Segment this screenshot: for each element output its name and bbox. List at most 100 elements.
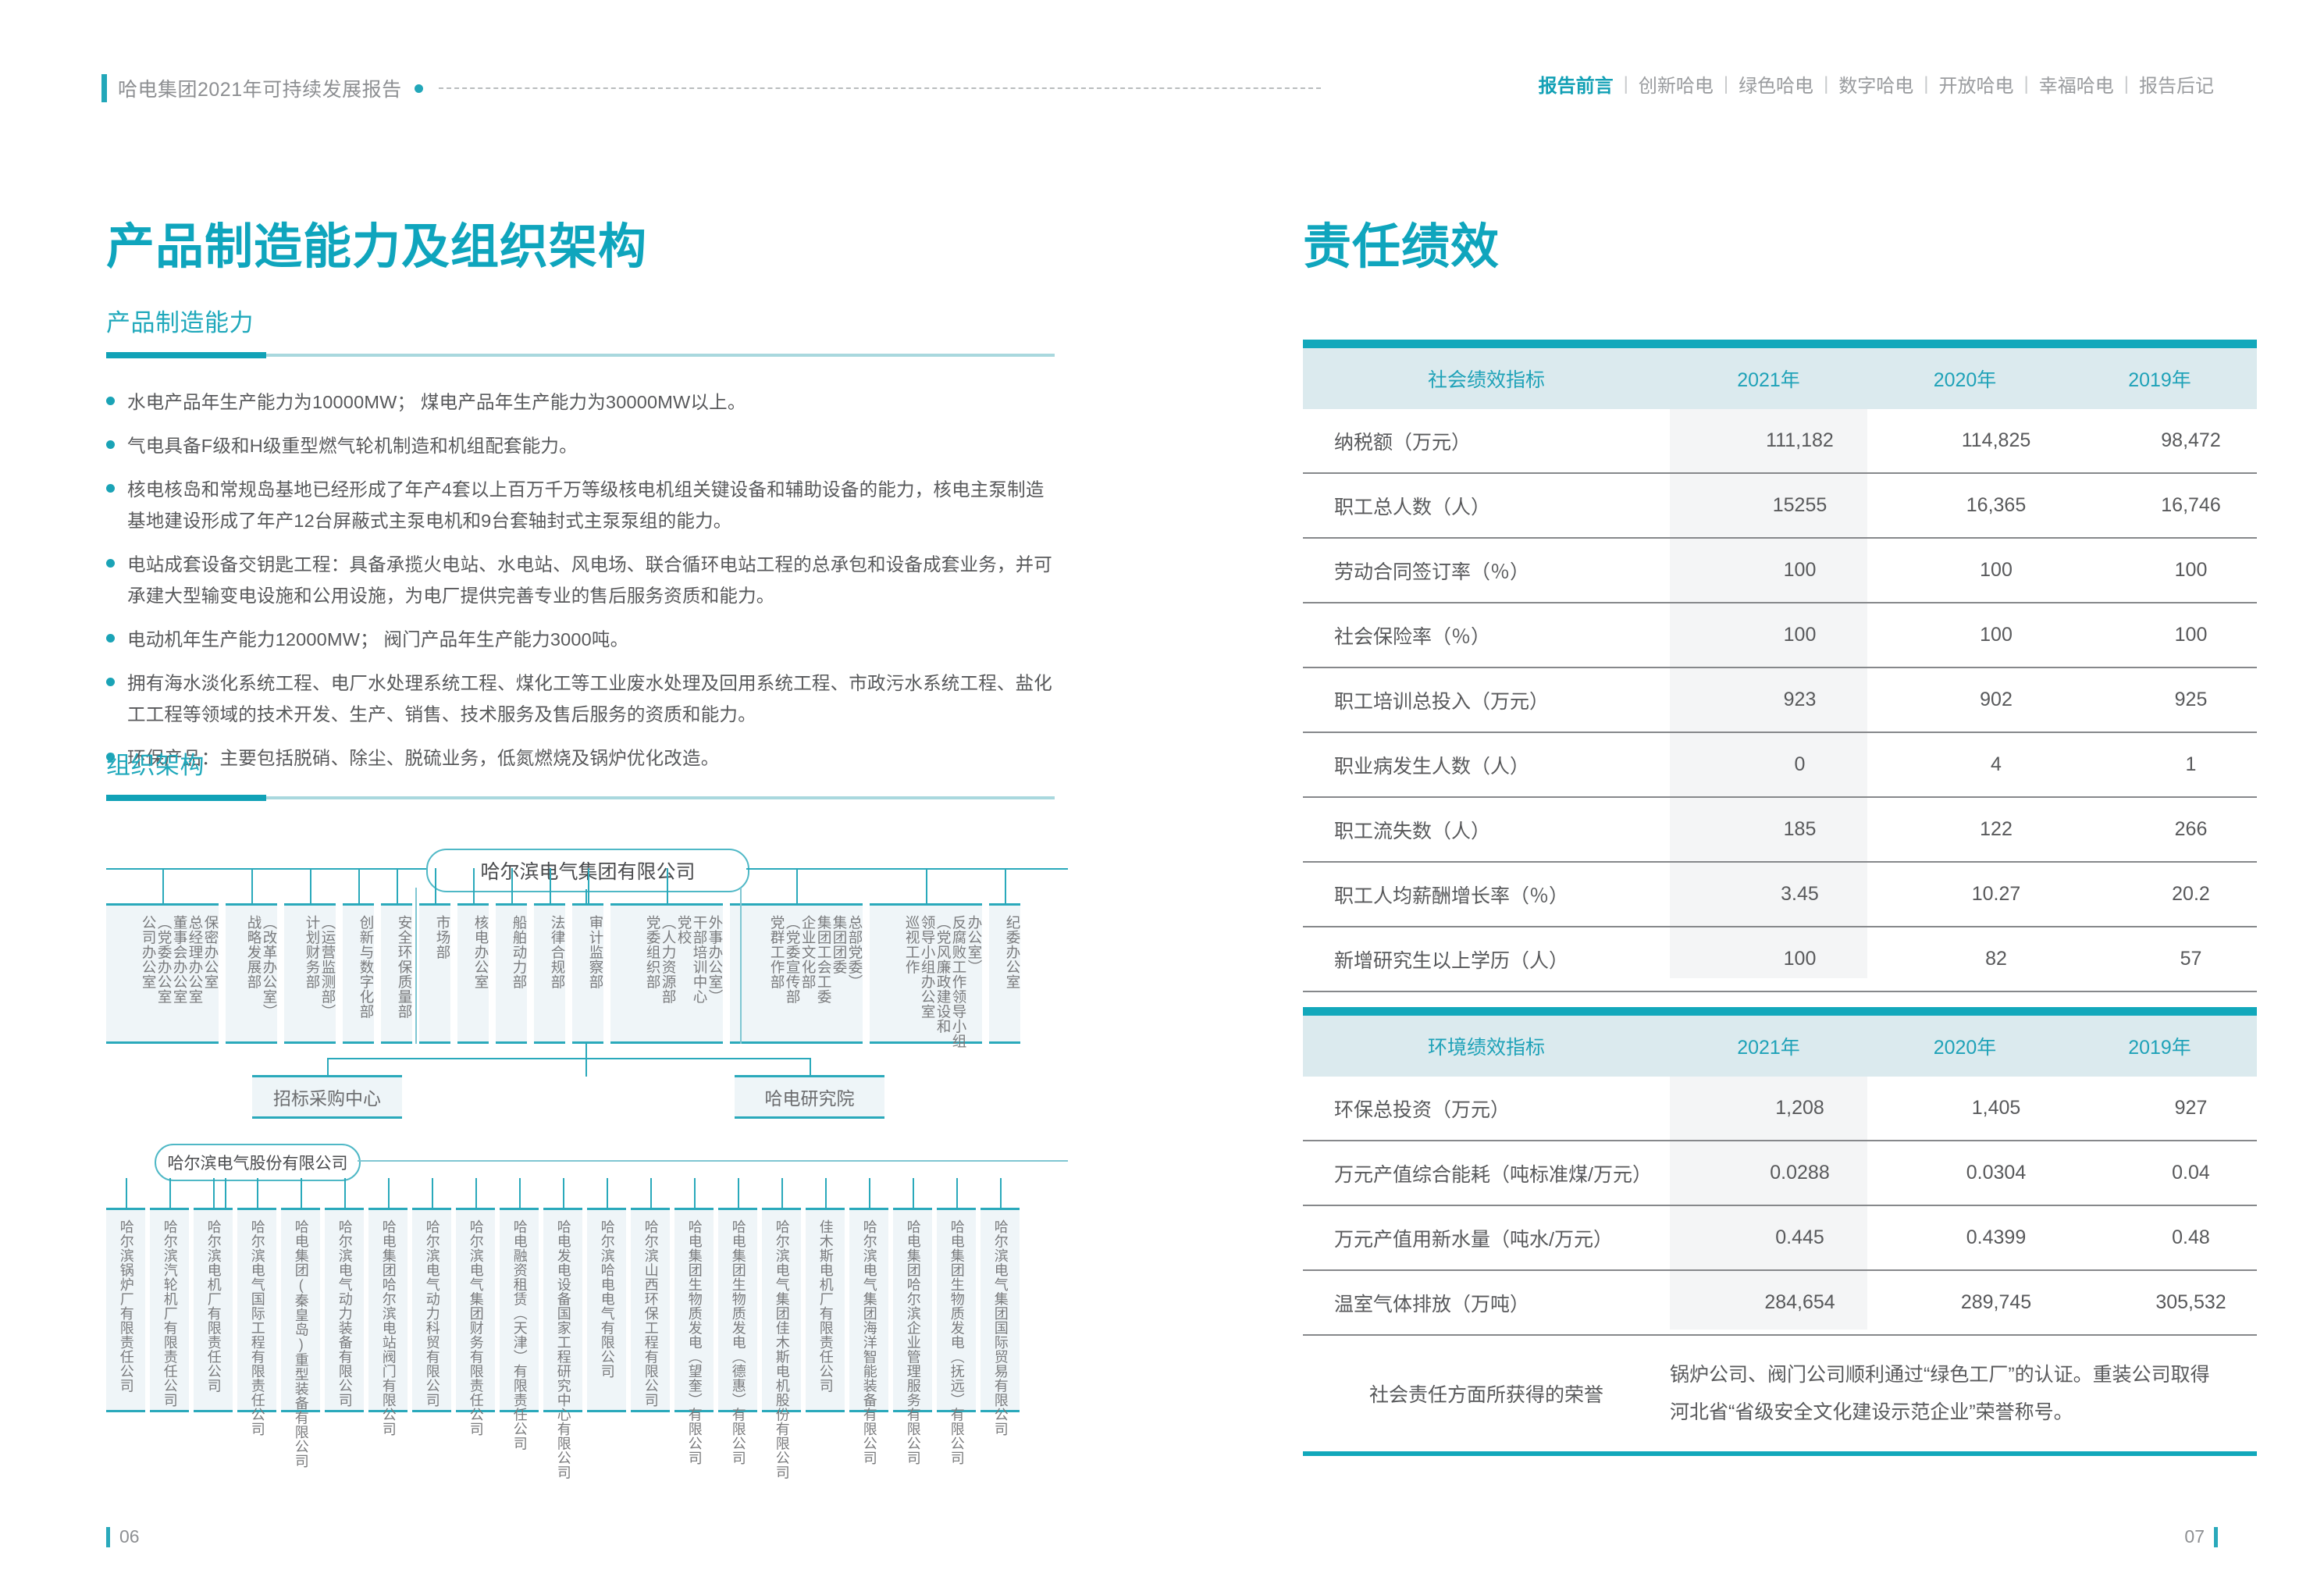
table-cell-value: 82 (1985, 948, 2007, 970)
org-connector (310, 868, 311, 903)
org-connector (327, 1058, 811, 1059)
org-node-department: 法律合规部 (534, 903, 566, 1044)
table-row: 新增研究生以上学历（人） 100 82 57 (1303, 927, 2257, 992)
org-node-department-label: 安全环保质量部 (397, 915, 413, 1019)
bullet-dot-icon (106, 753, 115, 761)
honors-text: 锅炉公司、阀门公司顺利通过“绿色工厂”的认证。重装公司取得河北省“省级安全文化建… (1670, 1364, 2210, 1423)
table-cell-value: 1,208 (1775, 1097, 1824, 1119)
org-node-department-label: 总经理办公室 (187, 915, 205, 1004)
org-node-department-label: （运营监测部） (320, 915, 336, 1019)
table-cell-value: 925 (2174, 689, 2208, 710)
org-group-divider (740, 888, 742, 1044)
section-rule (106, 352, 1055, 358)
org-node-subsidiary: 哈尔滨电机厂有限责任公司 (194, 1208, 233, 1412)
section-heading-org-structure: 组织架构 (106, 752, 205, 779)
org-node-department-label: 船舶动力部 (511, 915, 528, 989)
table-cell-value: 0.445 (1775, 1226, 1824, 1248)
list-item-text: 气电具备F级和H级重型燃气轮机制造和机组配套能力。 (127, 436, 578, 456)
org-node-department-label: （改革办公室） (262, 915, 278, 1019)
table-row: 职工人均薪酬增长率（％） 3.45 10.27 20.2 (1303, 863, 2257, 927)
column-header-2019: 2019年 (2128, 1037, 2191, 1059)
org-node-department: 审计监察部 (572, 903, 604, 1044)
org-connector (397, 868, 398, 903)
org-node-subsidiary-label: 哈电集团哈尔滨企业管理服务有限公司 (905, 1219, 921, 1465)
org-node-subsidiary-label: 哈尔滨电气国际工程有限责任公司 (249, 1219, 265, 1436)
highlight-column-2021 (1670, 409, 1867, 978)
nav-separator: | (1723, 73, 1729, 94)
table-cell-value: 15255 (1772, 494, 1828, 516)
org-node-subsidiary-label: 哈尔滨电气动力科贸有限公司 (424, 1219, 440, 1408)
nav-item-6[interactable]: 报告后记 (2139, 76, 2214, 97)
org-node-department-label: 党群工作部 (769, 915, 786, 989)
page-footer-right: 07 (2184, 1526, 2218, 1547)
list-item: 气电具备F级和H级重型燃气轮机制造和机组配套能力。 (106, 430, 1055, 461)
table-row-honors: 社会责任方面所获得的荣誉 锅炉公司、阀门公司顺利通过“绿色工厂”的认证。重装公司… (1303, 1336, 2257, 1451)
capability-bullet-list: 水电产品年生产能力为10000MW； 煤电产品年生产能力为30000MW以上。 … (106, 386, 1055, 786)
nav-item-5[interactable]: 幸福哈电 (2038, 76, 2114, 97)
table-cell-metric: 万元产值用新水量（吨水/万元） (1334, 1228, 1613, 1251)
table-cell-metric: 职工人均薪酬增长率（％） (1334, 885, 1569, 907)
header-accent-bar (101, 74, 107, 102)
org-node-department-label: （党委办公室 (156, 915, 173, 1004)
nav-item-1[interactable]: 创新哈电 (1638, 76, 1714, 97)
nav-item-2[interactable]: 绿色哈电 (1739, 76, 1814, 97)
table-row: 劳动合同签订率（％） 100 100 100 (1303, 539, 2257, 603)
org-node-department-label: 反腐败工作领导小组 (951, 915, 968, 1048)
org-connector (810, 1058, 811, 1075)
org-node-department: 核电办公室 (457, 903, 489, 1044)
org-chart: 哈尔滨电气集团有限公司 保密办公室总经理办公室董事会办公室（党委办公室公司办公室… (106, 831, 1068, 1479)
table-row: 纳税额（万元） 111,182 114,825 98,472 (1303, 409, 2257, 474)
table-cell-value: 0.48 (2172, 1226, 2210, 1248)
org-node-subsidiary: 哈电发电设备国家工程研究中心有限公司 (543, 1208, 582, 1479)
list-item: 电动机年生产能力12000MW； 阀门产品年生产能力3000吨。 (106, 624, 1055, 655)
org-connector (358, 1160, 1068, 1162)
nav-item-4[interactable]: 开放哈电 (1938, 76, 2014, 97)
org-node-subsidiary-label: 哈尔滨山西环保工程有限公司 (642, 1219, 659, 1408)
nav-item-3[interactable]: 数字哈电 (1838, 76, 1914, 97)
table-cell-metric: 温室气体排放（万吨） (1334, 1293, 1530, 1315)
org-node-subsidiary-label: 哈电集团生物质发电（德惠）有限公司 (730, 1219, 746, 1465)
table-cell-value: 100 (2174, 559, 2208, 581)
table-cell-metric: 劳动合同签订率（％） (1334, 561, 1530, 583)
org-node-department-label: 保密办公室 (203, 915, 219, 989)
org-node-subsidiary: 哈电集团生物质发电（抚远）有限公司 (937, 1208, 976, 1465)
table-row: 职工培训总投入（万元） 923 902 925 (1303, 668, 2257, 733)
org-node-subsidiary: 哈尔滨汽轮机厂有限责任公司 (150, 1208, 189, 1412)
table-cell-value: 1,405 (1971, 1097, 2021, 1119)
org-connector (344, 1178, 346, 1208)
org-connector (169, 1178, 171, 1208)
org-node-subsidiary: 哈电融资租赁（天津）有限责任公司 (500, 1208, 539, 1451)
table-cell-metric: 职业病发生人数（人） (1334, 755, 1530, 778)
table-cell-metric: 职工总人数（人） (1334, 496, 1491, 518)
org-node-subsidiary-label: 哈尔滨汽轮机厂有限责任公司 (162, 1219, 178, 1408)
table-cell-value: 114,825 (1961, 429, 2031, 451)
page-title-right: 责任绩效 (1303, 220, 1500, 274)
header-bullet-dot-icon (414, 84, 423, 93)
org-node-department: 安全环保质量部 (381, 903, 413, 1044)
document-title: 哈电集团2021年可持续发展报告 (118, 79, 402, 101)
table-cell-value: 111,182 (1766, 429, 1834, 451)
org-node-subsidiary: 哈电集团生物质发电（望奎）有限公司 (674, 1208, 714, 1465)
org-node-subsidiary-label: 哈尔滨电气集团海洋智能装备有限公司 (861, 1219, 877, 1465)
org-connector (473, 868, 475, 903)
org-node-subsidiary-label: 哈电集团(秦皇岛)重型装备有限公司 (293, 1219, 309, 1468)
table-cell-value: 100 (1980, 559, 2013, 581)
org-node-department-label: 企业文化部 (800, 915, 817, 989)
org-node-department: 船舶动力部 (496, 903, 528, 1044)
org-node-procurement-center: 招标采购中心 (252, 1075, 402, 1119)
bullet-dot-icon (106, 484, 115, 493)
column-header-2021: 2021年 (1737, 1037, 1800, 1059)
org-node-department-label: 办公室） (966, 915, 983, 974)
org-connector (162, 868, 164, 903)
org-node-department-label: 审计监察部 (588, 915, 604, 989)
org-node-department-label: 党校 (676, 915, 693, 945)
table-cell-value: 20.2 (2172, 883, 2210, 905)
table-cell-value: 289,745 (1960, 1291, 2032, 1313)
org-node-subsidiary-label: 哈电集团哈尔滨电站阀门有限公司 (380, 1219, 397, 1436)
column-header-metric: 环境绩效指标 (1427, 1037, 1545, 1059)
highlight-column-2021 (1670, 1077, 1867, 1330)
org-connector (563, 1178, 564, 1208)
org-node-subsidiary-label: 哈尔滨电机厂有限责任公司 (205, 1219, 222, 1393)
org-node-subsidiary: 哈尔滨电气动力科贸有限公司 (412, 1208, 451, 1412)
nav-item-0[interactable]: 报告前言 (1538, 76, 1614, 97)
